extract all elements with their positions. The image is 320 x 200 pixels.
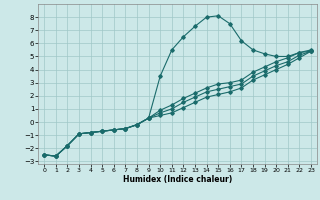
X-axis label: Humidex (Indice chaleur): Humidex (Indice chaleur)	[123, 175, 232, 184]
